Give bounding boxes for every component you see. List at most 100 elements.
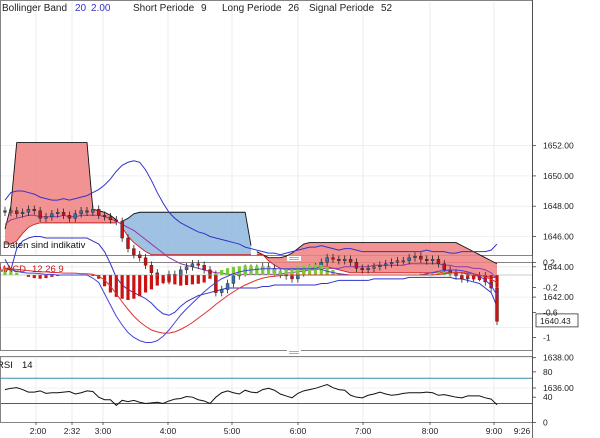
candle-body-65 — [384, 263, 388, 266]
macd-bar-0 — [3, 269, 7, 275]
splitter-2-hit[interactable] — [287, 350, 301, 355]
time-tick-7: 8:00 — [422, 426, 439, 436]
time-tick-2: 3:00 — [95, 426, 112, 436]
macd-bar-54 — [319, 265, 323, 275]
macd-bar-83 — [489, 275, 493, 282]
macd-bar-48 — [284, 269, 288, 275]
macd-bar-51 — [302, 265, 306, 275]
bollinger-upper-band — [4, 160, 498, 256]
macd-bar-79 — [466, 275, 470, 279]
candle-body-7 — [44, 216, 48, 219]
time-x-axis: 2:00 2:32 3:00 4:00 5:00 6:00 7:00 8:00 9:00 9:26 — [30, 422, 531, 436]
candle-body-24 — [143, 257, 148, 266]
macd-bar-25 — [149, 275, 154, 290]
candle-body-78 — [460, 275, 464, 280]
macd-bar-39 — [231, 266, 236, 275]
macd-bar-20 — [120, 275, 124, 299]
macd-bar-80 — [471, 275, 476, 280]
macd-bar-35 — [208, 275, 212, 279]
macd-bar-23 — [138, 275, 142, 297]
ichimoku-cloud — [4, 142, 498, 278]
panel-splitter-1[interactable] — [287, 256, 301, 261]
macd-bar-53 — [313, 264, 318, 275]
macd-bar-4 — [26, 275, 31, 277]
macd-bar-16 — [97, 275, 101, 279]
candle-body-11 — [67, 215, 72, 219]
macd-tick-3: -1 — [543, 333, 551, 343]
macd-bar-2 — [15, 272, 19, 275]
candle-body-2 — [15, 210, 19, 214]
candle-body-74 — [436, 259, 441, 264]
macd-bar-47 — [278, 270, 282, 275]
time-tick-5: 6:00 — [290, 426, 307, 436]
macd-bar-21 — [126, 275, 130, 300]
candle-body-73 — [430, 259, 435, 261]
macd-bar-40 — [237, 266, 241, 275]
macd-bar-78 — [460, 275, 464, 277]
macd-bar-27 — [161, 275, 165, 284]
cloud-edge-top-2 — [256, 242, 498, 265]
rsi-tick-0: 80 — [543, 367, 553, 377]
rsi-value-line — [4, 383, 498, 407]
candle-body-23 — [138, 254, 142, 258]
macd-panel: 0.2 -0.2 -0.6 -1 MACD 12 26 9 — [0, 258, 558, 343]
panel-frames — [0, 0, 533, 438]
candle-body-1 — [9, 210, 13, 213]
panel-splitter-2[interactable] — [287, 350, 301, 355]
last-price-tag: 1640.43 — [535, 313, 579, 328]
legend-bollinger-p1: 20 — [75, 3, 87, 14]
candle-body-64 — [378, 265, 382, 268]
candle-body-22 — [132, 248, 136, 255]
gridlines — [1, 2, 532, 422]
macd-bar-49 — [290, 267, 294, 275]
legend-short-value: 9 — [201, 3, 207, 14]
macd-bar-15 — [91, 275, 95, 276]
macd-bar-50 — [296, 266, 300, 275]
rsi-panel: 80 40 0 RSI 14 — [0, 360, 553, 428]
bollinger-lower-band — [4, 236, 498, 316]
candle-body-21 — [126, 237, 130, 249]
macd-bar-44 — [261, 266, 265, 275]
macd-line — [4, 268, 498, 343]
cloud-edge-top-1 — [121, 211, 252, 246]
last-price-tag-box — [535, 313, 579, 328]
macd-label: MACD — [0, 264, 26, 275]
price-tick-6: 1648.00 — [543, 201, 574, 211]
candle-body-56 — [331, 257, 335, 260]
candle-body-5 — [32, 209, 36, 211]
legend-bollinger-p2: 2.00 — [91, 3, 111, 14]
macd-bar-28 — [167, 275, 171, 283]
macd-bar-7 — [44, 275, 48, 279]
time-tick-6: 7:00 — [355, 426, 372, 436]
time-tick-0: 2:00 — [30, 426, 47, 436]
macd-tick-2: -0.6 — [543, 308, 558, 318]
macd-bar-43 — [255, 266, 259, 275]
macd-signal-line — [4, 267, 498, 334]
macd-bar-71 — [419, 273, 423, 275]
candle-body-68 — [401, 260, 405, 262]
candle-body-31 — [184, 266, 189, 271]
candle-body-4 — [26, 209, 31, 213]
macd-bar-82 — [483, 275, 487, 282]
splitter-1-hit[interactable] — [287, 256, 301, 261]
macd-bar-19 — [114, 275, 118, 297]
candle-body-70 — [413, 255, 417, 258]
rsi-tick-1: 40 — [543, 392, 553, 402]
candle-body-15 — [91, 209, 95, 213]
rsi-y-axis: 80 40 0 — [532, 367, 553, 428]
candle-body-3 — [20, 212, 25, 214]
time-tick-8: 9:00 — [486, 426, 503, 436]
macd-bar-33 — [196, 275, 200, 284]
price-tick-8: 1652.00 — [543, 141, 574, 151]
candle-body-39 — [231, 275, 236, 284]
candle-body-17 — [102, 215, 107, 218]
candle-body-57 — [337, 259, 341, 261]
time-tick-9: 9:26 — [514, 426, 531, 436]
macd-bar-37 — [220, 270, 224, 275]
rsi-tick-2: 0 — [543, 418, 548, 428]
legend-bollinger-label: Bollinger Band — [2, 3, 67, 14]
macd-bar-6 — [38, 275, 42, 279]
macd-panel-frame — [0, 262, 533, 351]
legend-long-label: Long Periode — [222, 3, 282, 14]
candle-body-84 — [495, 287, 499, 322]
